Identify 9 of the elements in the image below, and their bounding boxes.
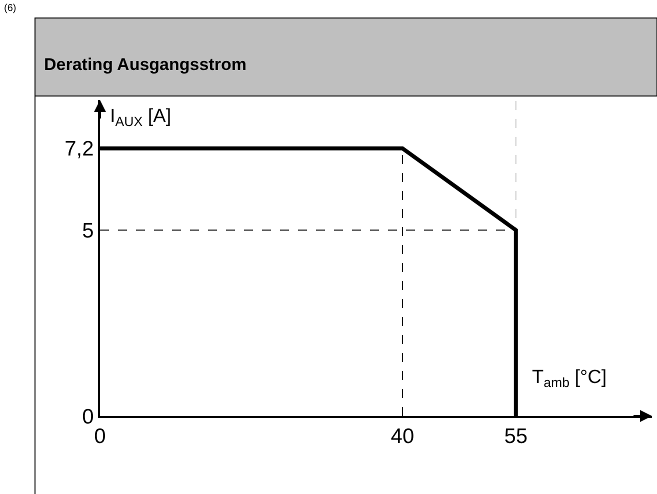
text: (6) (4, 3, 16, 14)
y-tick-label: 0 (82, 405, 94, 428)
y-axis-title: I$_{AUX}$ [A] (110, 106, 172, 129)
x-axis-title: T$_{amb}$ [°C] (532, 367, 607, 390)
x-tick-label: 40 (390, 425, 414, 448)
y-tick-label: 5 (82, 219, 94, 242)
x-tick-label: 55 (504, 425, 528, 448)
chart-title: Derating Ausgangsstrom (44, 55, 246, 74)
y-tick-label: 7,2 (64, 138, 94, 161)
